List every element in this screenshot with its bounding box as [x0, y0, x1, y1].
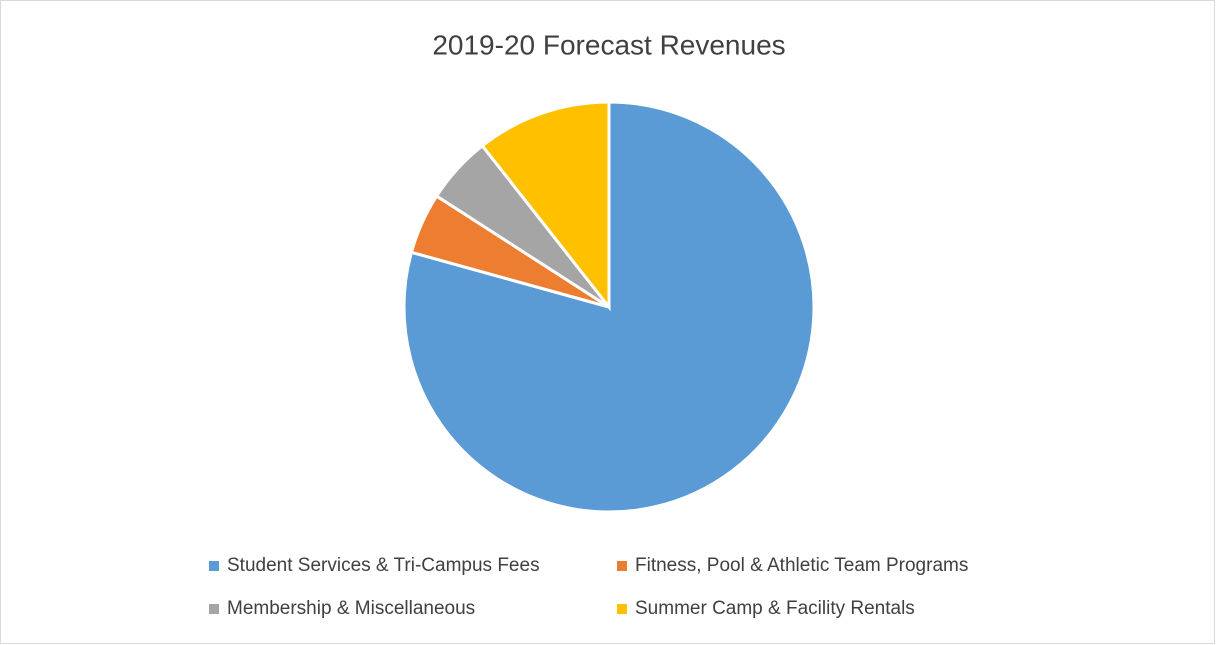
legend-swatch [209, 561, 219, 571]
legend-label: Fitness, Pool & Athletic Team Programs [635, 555, 968, 576]
legend-swatch [209, 604, 219, 614]
legend-label: Summer Camp & Facility Rentals [635, 598, 915, 619]
legend-label: Student Services & Tri-Campus Fees [227, 555, 540, 576]
chart-title: 2019-20 Forecast Revenues [432, 29, 785, 60]
legend-swatch [617, 604, 627, 614]
legend-swatch [617, 561, 627, 571]
legend-label: Membership & Miscellaneous [227, 598, 475, 619]
pie-slice [480, 100, 611, 312]
